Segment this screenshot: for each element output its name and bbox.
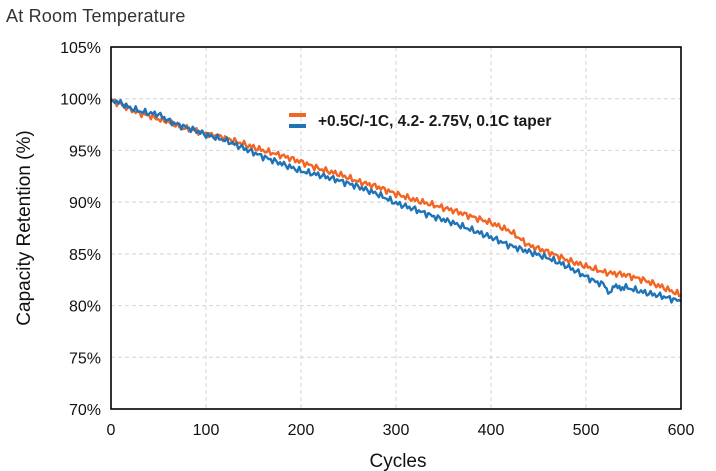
y-tick-label: 100% (60, 92, 101, 109)
y-axis-title: Capacity Retention (%) (14, 130, 35, 325)
x-tick-label: 400 (478, 422, 505, 439)
y-tick-label: 75% (69, 350, 101, 367)
series-line-blue (110, 98, 682, 304)
y-tick-label: 95% (69, 143, 101, 160)
legend: +0.5C/-1C, 4.2- 2.75V, 0.1C taper (289, 113, 551, 130)
x-tick-label: 100 (193, 422, 220, 439)
series-lines (110, 98, 682, 304)
grid (111, 47, 681, 409)
y-tick-label: 70% (69, 402, 101, 419)
x-axis-title: Cycles (369, 451, 426, 471)
chart-heading: At Room Temperature (6, 6, 186, 26)
tick-labels: 0 100 200 300 400 500 600 70% 75% 80% 85% 90% 95% 100… (60, 40, 694, 439)
x-tick-label: 200 (288, 422, 315, 439)
y-tick-label: 90% (69, 195, 101, 212)
legend-label: +0.5C/-1C, 4.2- 2.75V, 0.1C taper (318, 113, 551, 130)
y-tick-label: 85% (69, 247, 101, 264)
x-tick-label: 0 (107, 422, 116, 439)
series-line-orange (110, 98, 682, 298)
plot-frame (110, 46, 682, 410)
x-tick-label: 600 (668, 422, 695, 439)
y-tick-label: 80% (69, 299, 101, 316)
y-tick-label: 105% (60, 40, 101, 57)
x-tick-label: 300 (383, 422, 410, 439)
x-tick-label: 500 (573, 422, 600, 439)
